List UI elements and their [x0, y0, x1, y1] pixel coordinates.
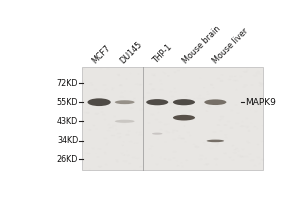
Ellipse shape — [152, 133, 163, 135]
Text: MAPK9: MAPK9 — [246, 98, 277, 107]
Text: Mouse liver: Mouse liver — [211, 27, 250, 66]
Text: 26KD: 26KD — [57, 155, 78, 164]
Ellipse shape — [115, 100, 135, 104]
Text: THP-1: THP-1 — [151, 43, 174, 66]
Text: 43KD: 43KD — [57, 117, 78, 126]
Text: 72KD: 72KD — [57, 79, 78, 88]
Ellipse shape — [204, 99, 226, 105]
FancyBboxPatch shape — [82, 67, 263, 170]
Text: 55KD: 55KD — [57, 98, 78, 107]
Ellipse shape — [207, 140, 224, 142]
Ellipse shape — [146, 99, 168, 105]
Text: Mouse brain: Mouse brain — [181, 24, 222, 66]
Ellipse shape — [115, 120, 135, 123]
Text: MCF7: MCF7 — [90, 44, 112, 66]
Ellipse shape — [173, 115, 195, 121]
Text: 34KD: 34KD — [57, 136, 78, 145]
Ellipse shape — [173, 99, 195, 105]
Text: DU145: DU145 — [118, 40, 144, 66]
Ellipse shape — [88, 98, 111, 106]
